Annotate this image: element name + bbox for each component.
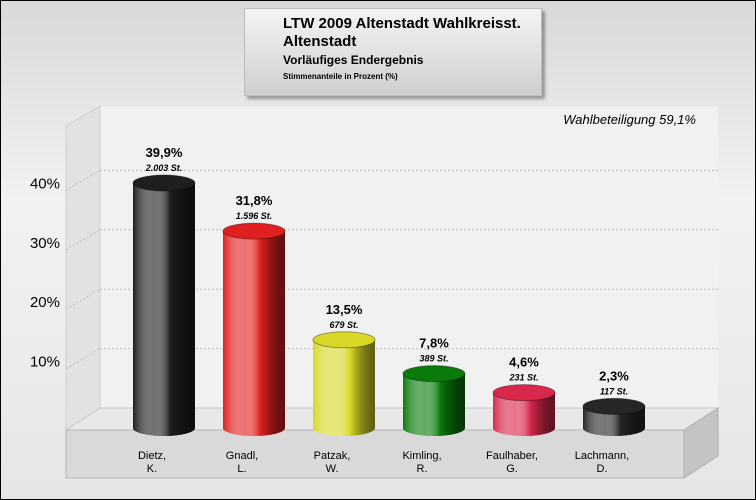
category-label-initial: D. <box>597 463 608 475</box>
grid-lines <box>65 169 718 370</box>
bar <box>492 384 556 436</box>
votes-label: 1.596 St. <box>236 211 273 221</box>
category-label-initial: R. <box>417 463 428 475</box>
category-label: Gnadl, <box>226 450 258 462</box>
grid-line-side <box>65 288 101 310</box>
floor-side <box>683 407 719 479</box>
bar <box>132 174 196 436</box>
labels: 39,9% 2.003 St. Dietz,K. 31,8% 1.596 St. Gnad… <box>138 145 629 475</box>
votes-label: 679 St. <box>329 320 358 330</box>
chart-subtitle: Vorläufiges Endergebnis <box>283 53 424 67</box>
chart-unit-label: Stimmenanteile in Prozent (%) <box>283 72 398 81</box>
grid-line-side <box>65 169 101 191</box>
category-label-initial: G. <box>506 463 518 475</box>
category-label-initial: K. <box>147 463 157 475</box>
y-tick-label: 20% <box>30 294 60 311</box>
bar <box>222 222 286 436</box>
votes-label: 389 St. <box>419 354 448 364</box>
bars <box>132 174 646 436</box>
chart-title: LTW 2009 Altenstadt Wahlkreisst. Altenst… <box>283 15 521 50</box>
title-box: LTW 2009 Altenstadt Wahlkreisst. Altenst… <box>244 8 542 96</box>
value-label: 2,3% <box>599 368 629 383</box>
category-label: Faulhaber, <box>486 450 538 462</box>
y-tick-label: 40% <box>30 175 60 192</box>
turnout-annotation: Wahlbeteiligung 59,1% <box>563 112 696 127</box>
category-label-initial: L. <box>237 463 246 475</box>
value-label: 4,6% <box>509 355 539 370</box>
y-tick-label: 10% <box>30 354 60 371</box>
y-tick-label: 30% <box>30 235 60 252</box>
votes-label: 231 St. <box>508 373 538 383</box>
votes-label: 2.003 St. <box>145 163 183 173</box>
category-label: Patzak, <box>314 450 351 462</box>
bar <box>312 331 376 436</box>
votes-label: 117 St. <box>600 386 628 396</box>
category-label: Dietz, <box>138 450 166 462</box>
left-wall <box>65 105 101 431</box>
y-axis: 10% 20% 30% 40% <box>30 175 60 370</box>
value-label: 39,9% <box>146 145 183 160</box>
bar <box>402 365 466 436</box>
grid-line-side <box>65 229 101 251</box>
value-label: 13,5% <box>326 302 363 317</box>
category-label: Kimling, <box>402 450 441 462</box>
category-label: Lachmann, <box>575 450 629 462</box>
value-label: 31,8% <box>236 193 273 208</box>
bar <box>582 397 646 436</box>
grid-line-side <box>65 348 101 370</box>
value-label: 7,8% <box>419 336 449 351</box>
category-label-initial: W. <box>326 463 339 475</box>
